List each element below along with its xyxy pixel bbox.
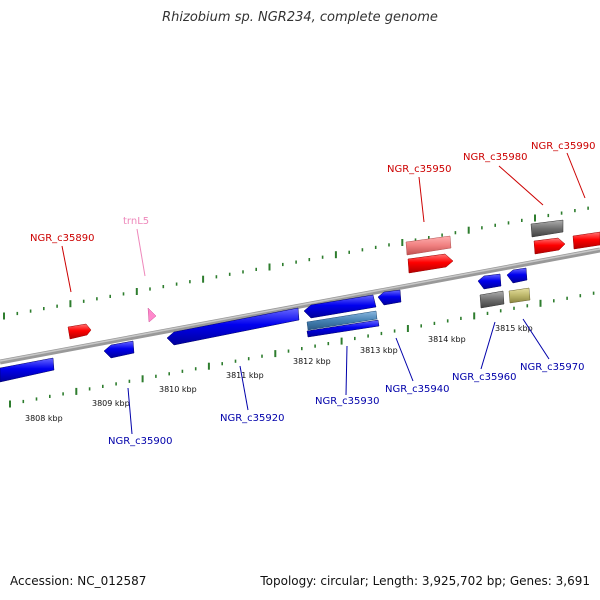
label-NGR_c35950: NGR_c35950 [387,164,452,175]
gene-NGR_c35970[interactable] [508,287,531,304]
scale-tick-labels: 3808 kbp 3809 kbp 3810 kbp 3811 kbp 3812… [25,324,533,423]
gene-NGR_c35950[interactable] [407,253,454,274]
forward-scale-track [3,206,589,320]
accession-text: Accession: NC_012587 [10,574,147,588]
label-NGR_c35970: NGR_c35970 [520,362,585,373]
gene-NGR_c35980-gray[interactable] [530,219,564,238]
gene-NGR_c35930-upper[interactable] [303,294,377,319]
tick-label-3814: 3814 kbp [428,335,466,344]
tick-label-3808: 3808 kbp [25,414,63,423]
trna-trnL5[interactable] [147,307,157,323]
label-NGR_c35960: NGR_c35960 [452,372,517,383]
label-NGR_c35980: NGR_c35980 [463,152,528,163]
gene-NGR_c35900[interactable] [103,340,135,359]
label-NGR_c35990: NGR_c35990 [531,141,596,152]
gene-labels: NGR_c35890 trnL5 NGR_c35950 NGR_c35980 N… [30,141,596,447]
gene-NGR_c35930-steel[interactable] [306,310,378,331]
tick-label-3809: 3809 kbp [92,399,130,408]
label-NGR_c35920: NGR_c35920 [220,413,285,424]
gene-NGR_c35890[interactable] [67,323,92,340]
label-trnL5: trnL5 [123,216,149,227]
reverse-scale-track [9,291,595,408]
reverse-genes [0,267,531,383]
tick-label-3813: 3813 kbp [360,346,398,355]
tick-label-3810: 3810 kbp [159,385,197,394]
genome-backbone-highlight [0,248,600,362]
gene-NGR_c35970-upper[interactable] [506,267,528,284]
forward-genes [67,219,600,340]
gene-left-edge[interactable] [0,357,55,383]
gene-NGR_c35950-pink[interactable] [405,235,452,256]
label-NGR_c35930: NGR_c35930 [315,396,380,407]
genome-backbone [0,247,600,365]
gene-NGR_c35990[interactable] [572,231,600,250]
genome-summary-text: Topology: circular; Length: 3,925,702 bp… [260,574,590,588]
gene-NGR_c35940[interactable] [377,289,402,306]
label-NGR_c35890: NGR_c35890 [30,233,95,244]
gene-NGR_c35930[interactable] [306,319,380,338]
gene-NGR_c35960[interactable] [479,290,505,309]
map-title: Rhizobium sp. NGR234, complete genome [162,10,438,25]
label-NGR_c35900: NGR_c35900 [108,436,173,447]
gene-NGR_c35960-upper[interactable] [477,273,502,290]
gene-NGR_c35920[interactable] [166,307,300,346]
tick-label-3811: 3811 kbp [226,371,264,380]
tick-label-3815: 3815 kbp [495,324,533,333]
tick-label-3812: 3812 kbp [293,357,331,366]
leader-lines [61,152,586,435]
label-NGR_c35940: NGR_c35940 [385,384,450,395]
gene-NGR_c35980[interactable] [533,237,566,255]
